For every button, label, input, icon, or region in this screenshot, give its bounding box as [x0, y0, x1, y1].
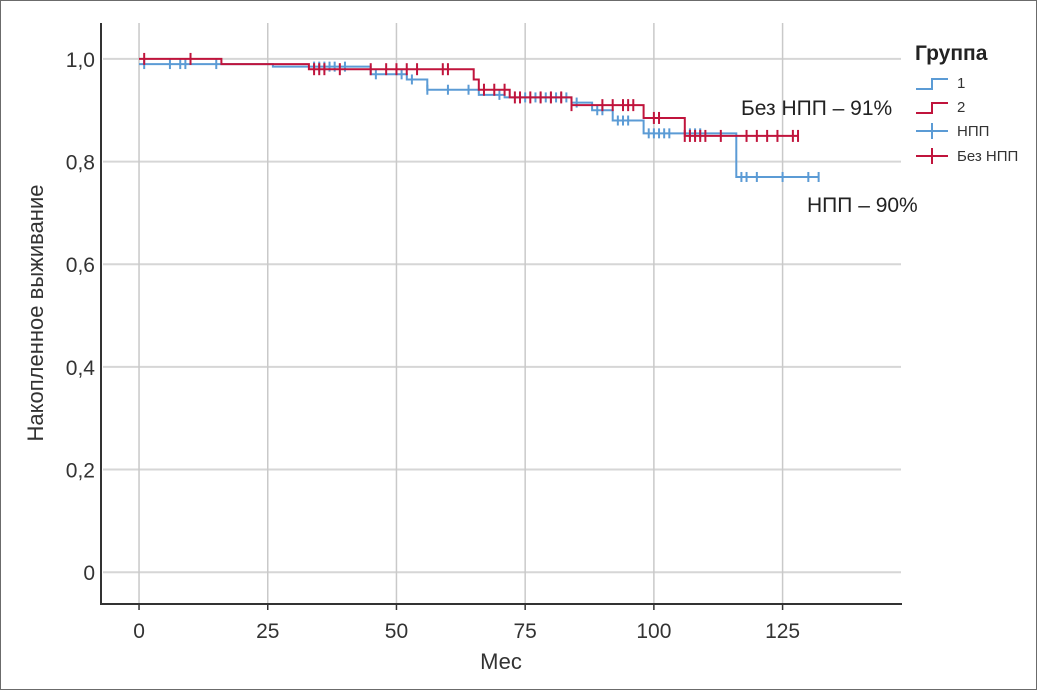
legend-line-swatch: [916, 102, 948, 114]
legend-label: 1: [957, 75, 965, 92]
x-tick-label: 75: [513, 620, 536, 643]
legend: Группа 1 2 НПП Без НПП: [915, 42, 1018, 165]
legend-entry-2: 2: [916, 99, 965, 116]
axes: [100, 23, 902, 605]
y-tick-label: 0,8: [66, 152, 95, 175]
x-tick-label: 0: [133, 620, 145, 643]
x-axis-title: Мес: [480, 649, 522, 674]
x-tick-label: 25: [256, 620, 279, 643]
annotation-npp: НПП – 90%: [807, 194, 918, 217]
y-tick-label: 0,6: [66, 254, 95, 277]
x-tick-label: 100: [636, 620, 671, 643]
y-tick-labels: 0 0,2 0,4 0,6 0,8 1,0: [66, 49, 96, 585]
legend-title: Группа: [915, 42, 988, 65]
series-2: [139, 52, 800, 142]
legend-label: Без НПП: [957, 148, 1018, 165]
legend-label: НПП: [957, 123, 989, 140]
y-tick-label: 1,0: [66, 49, 95, 72]
x-tick-label: 50: [385, 620, 408, 643]
x-tick-labels: 0 25 50 75 100 125: [133, 604, 800, 643]
y-axis-title: Накопленное выживание: [23, 185, 48, 442]
series-1: [139, 59, 820, 182]
legend-entry-4: Без НПП: [916, 148, 1018, 165]
survival-curve-2: [139, 57, 798, 137]
legend-entry-1: 1: [916, 75, 965, 92]
y-tick-label: 0: [83, 562, 95, 585]
series-layer: [139, 52, 820, 182]
y-tick-label: 0,4: [66, 357, 96, 380]
x-tick-label: 125: [765, 620, 800, 643]
annotation-bez-npp: Без НПП – 91%: [741, 97, 892, 120]
y-tick-label: 0,2: [66, 460, 95, 483]
legend-entry-3: НПП: [916, 123, 989, 140]
legend-label: 2: [957, 99, 965, 116]
legend-line-swatch: [916, 78, 948, 90]
